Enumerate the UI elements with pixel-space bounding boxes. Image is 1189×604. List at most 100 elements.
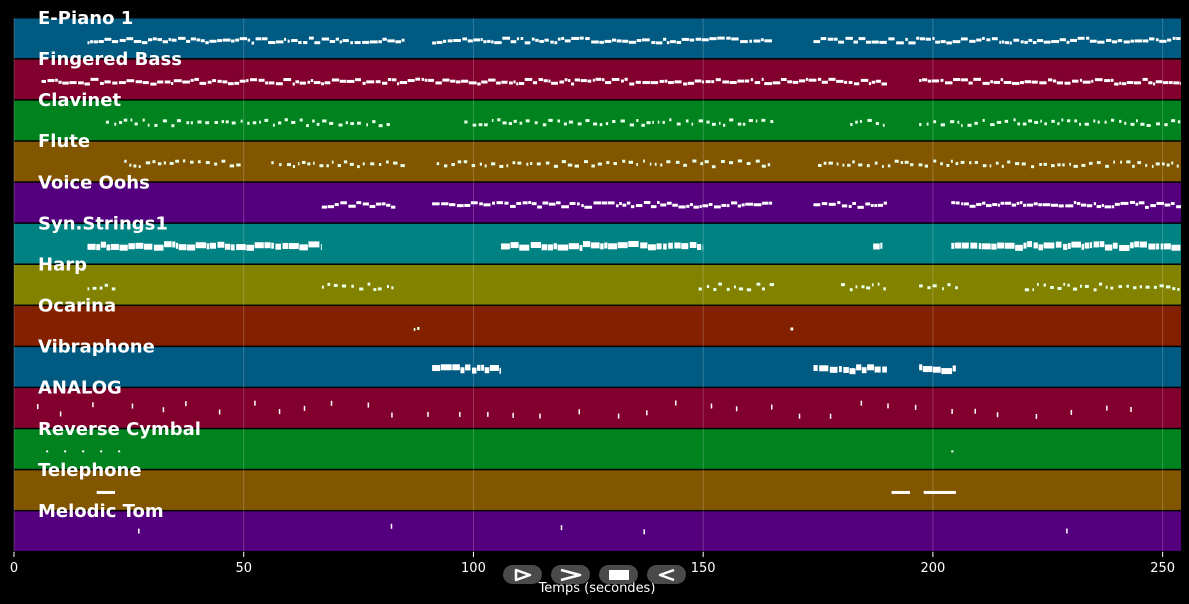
note bbox=[613, 162, 617, 166]
note bbox=[62, 81, 69, 85]
note bbox=[92, 402, 94, 408]
rewind-button[interactable] bbox=[647, 565, 686, 584]
track-lane bbox=[14, 100, 1181, 141]
note bbox=[982, 201, 986, 205]
note bbox=[708, 203, 713, 207]
note bbox=[819, 365, 829, 372]
note bbox=[848, 80, 853, 84]
note bbox=[440, 364, 452, 371]
note-segment bbox=[87, 241, 322, 251]
note bbox=[381, 202, 386, 206]
note bbox=[865, 40, 871, 44]
x-tick-label: 50 bbox=[235, 561, 252, 576]
note bbox=[1155, 162, 1160, 166]
note bbox=[1016, 201, 1020, 205]
note bbox=[1070, 409, 1073, 415]
note bbox=[239, 37, 248, 41]
note bbox=[1133, 81, 1142, 85]
note bbox=[761, 287, 765, 291]
note bbox=[326, 164, 329, 168]
note bbox=[415, 77, 421, 81]
note bbox=[1176, 164, 1179, 168]
note bbox=[142, 81, 149, 85]
note bbox=[329, 39, 336, 43]
note bbox=[894, 159, 899, 163]
note bbox=[78, 81, 84, 85]
note bbox=[942, 287, 944, 291]
note bbox=[331, 160, 334, 164]
note bbox=[961, 242, 969, 249]
forward-button[interactable] bbox=[551, 565, 590, 584]
note bbox=[292, 82, 295, 86]
note bbox=[617, 413, 620, 419]
note bbox=[1023, 242, 1027, 249]
note bbox=[918, 163, 923, 167]
note bbox=[947, 283, 951, 287]
note bbox=[704, 160, 709, 164]
note bbox=[624, 77, 628, 81]
note bbox=[1173, 81, 1180, 85]
note bbox=[254, 242, 264, 249]
stop-button[interactable] bbox=[599, 565, 638, 584]
note bbox=[205, 41, 209, 45]
note-segment bbox=[698, 282, 775, 292]
note bbox=[706, 120, 710, 124]
note bbox=[339, 79, 346, 83]
note bbox=[1148, 37, 1155, 41]
note bbox=[150, 82, 157, 86]
note bbox=[1057, 286, 1062, 290]
note bbox=[749, 39, 752, 43]
note bbox=[713, 287, 717, 291]
note bbox=[1028, 38, 1033, 42]
note bbox=[247, 121, 250, 125]
note bbox=[924, 164, 928, 168]
track-lane bbox=[14, 264, 1181, 305]
note bbox=[605, 122, 609, 126]
note bbox=[548, 202, 556, 206]
note bbox=[622, 203, 627, 207]
note bbox=[1033, 242, 1038, 249]
note bbox=[118, 450, 121, 453]
note bbox=[660, 203, 667, 207]
note bbox=[643, 201, 651, 205]
note bbox=[142, 118, 145, 122]
note bbox=[386, 203, 391, 207]
note bbox=[224, 243, 231, 250]
note bbox=[597, 162, 602, 166]
note bbox=[373, 288, 377, 292]
note bbox=[382, 81, 388, 85]
note bbox=[919, 37, 926, 41]
note bbox=[321, 205, 328, 209]
note bbox=[721, 203, 726, 207]
note bbox=[1039, 163, 1043, 167]
note bbox=[1077, 36, 1085, 40]
note bbox=[607, 201, 615, 205]
note bbox=[175, 159, 180, 163]
note bbox=[592, 78, 595, 82]
note bbox=[950, 120, 955, 124]
note bbox=[978, 243, 982, 250]
note bbox=[853, 40, 858, 44]
note bbox=[666, 201, 672, 205]
note-segment bbox=[873, 242, 883, 250]
note bbox=[519, 244, 530, 251]
play-button[interactable] bbox=[503, 565, 542, 584]
note bbox=[859, 119, 863, 123]
note bbox=[1023, 203, 1027, 207]
note bbox=[288, 243, 299, 250]
note bbox=[961, 202, 964, 206]
note bbox=[1097, 40, 1105, 44]
note bbox=[989, 164, 992, 168]
note bbox=[1024, 40, 1028, 44]
note bbox=[90, 40, 94, 44]
note bbox=[1042, 203, 1051, 207]
note bbox=[321, 37, 330, 41]
note bbox=[858, 37, 866, 41]
note bbox=[319, 164, 324, 168]
note bbox=[118, 120, 123, 124]
note bbox=[992, 203, 998, 207]
note bbox=[726, 287, 730, 291]
note bbox=[217, 79, 222, 83]
note bbox=[1024, 288, 1030, 292]
note bbox=[251, 41, 255, 45]
